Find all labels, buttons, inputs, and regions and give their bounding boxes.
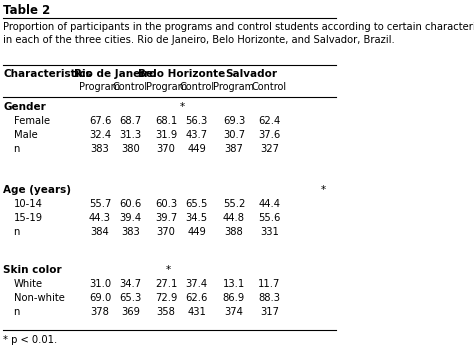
Text: 15-19: 15-19 bbox=[14, 213, 43, 223]
Text: 56.3: 56.3 bbox=[185, 116, 208, 126]
Text: Skin color: Skin color bbox=[3, 265, 62, 275]
Text: 62.6: 62.6 bbox=[185, 293, 208, 303]
Text: 34.7: 34.7 bbox=[119, 279, 142, 289]
Text: 31.3: 31.3 bbox=[119, 130, 142, 140]
Text: Control: Control bbox=[252, 82, 287, 92]
Text: 44.8: 44.8 bbox=[223, 213, 245, 223]
Text: Control: Control bbox=[113, 82, 148, 92]
Text: 449: 449 bbox=[187, 144, 206, 154]
Text: 384: 384 bbox=[91, 227, 109, 237]
Text: Control: Control bbox=[179, 82, 214, 92]
Text: 331: 331 bbox=[260, 227, 279, 237]
Text: 11.7: 11.7 bbox=[258, 279, 281, 289]
Text: 378: 378 bbox=[91, 307, 109, 317]
Text: 68.7: 68.7 bbox=[119, 116, 142, 126]
Text: 37.6: 37.6 bbox=[258, 130, 281, 140]
Text: Rio de Janeiro: Rio de Janeiro bbox=[74, 69, 156, 79]
Text: 88.3: 88.3 bbox=[258, 293, 281, 303]
Text: n: n bbox=[14, 227, 20, 237]
Text: 55.7: 55.7 bbox=[89, 199, 111, 209]
Text: 449: 449 bbox=[187, 227, 206, 237]
Text: Gender: Gender bbox=[3, 102, 46, 112]
Text: * p < 0.01.: * p < 0.01. bbox=[3, 335, 58, 345]
Text: 387: 387 bbox=[225, 144, 243, 154]
Text: 68.1: 68.1 bbox=[155, 116, 177, 126]
Text: 383: 383 bbox=[121, 227, 140, 237]
Text: 370: 370 bbox=[157, 144, 175, 154]
Text: 30.7: 30.7 bbox=[223, 130, 245, 140]
Text: 374: 374 bbox=[225, 307, 243, 317]
Text: 31.0: 31.0 bbox=[89, 279, 111, 289]
Text: 39.7: 39.7 bbox=[155, 213, 177, 223]
Text: Table 2: Table 2 bbox=[3, 4, 51, 17]
Text: Program: Program bbox=[213, 82, 255, 92]
Text: 44.3: 44.3 bbox=[89, 213, 111, 223]
Text: Belo Horizonte: Belo Horizonte bbox=[138, 69, 225, 79]
Text: 55.2: 55.2 bbox=[223, 199, 245, 209]
Text: Age (years): Age (years) bbox=[3, 185, 72, 195]
Text: 39.4: 39.4 bbox=[119, 213, 142, 223]
Text: 60.3: 60.3 bbox=[155, 199, 177, 209]
Text: 34.5: 34.5 bbox=[186, 213, 208, 223]
Text: 431: 431 bbox=[187, 307, 206, 317]
Text: 317: 317 bbox=[260, 307, 279, 317]
Text: Salvador: Salvador bbox=[226, 69, 278, 79]
Text: Male: Male bbox=[14, 130, 37, 140]
Text: 86.9: 86.9 bbox=[223, 293, 245, 303]
Text: 32.4: 32.4 bbox=[89, 130, 111, 140]
Text: 370: 370 bbox=[157, 227, 175, 237]
Text: 327: 327 bbox=[260, 144, 279, 154]
Text: Characteristics: Characteristics bbox=[3, 69, 92, 79]
Text: White: White bbox=[14, 279, 43, 289]
Text: 65.5: 65.5 bbox=[185, 199, 208, 209]
Text: Non-white: Non-white bbox=[14, 293, 64, 303]
Text: 10-14: 10-14 bbox=[14, 199, 43, 209]
Text: Program: Program bbox=[146, 82, 187, 92]
Text: *: * bbox=[321, 185, 327, 195]
Text: 43.7: 43.7 bbox=[186, 130, 208, 140]
Text: *: * bbox=[180, 102, 185, 112]
Text: 388: 388 bbox=[225, 227, 243, 237]
Text: *: * bbox=[165, 265, 170, 275]
Text: 27.1: 27.1 bbox=[155, 279, 177, 289]
Text: Proportion of participants in the programs and control students according to cer: Proportion of participants in the progra… bbox=[3, 22, 474, 45]
Text: 44.4: 44.4 bbox=[258, 199, 281, 209]
Text: n: n bbox=[14, 307, 20, 317]
Text: 31.9: 31.9 bbox=[155, 130, 177, 140]
Text: 72.9: 72.9 bbox=[155, 293, 177, 303]
Text: 60.6: 60.6 bbox=[119, 199, 142, 209]
Text: 67.6: 67.6 bbox=[89, 116, 111, 126]
Text: 62.4: 62.4 bbox=[258, 116, 281, 126]
Text: 13.1: 13.1 bbox=[223, 279, 245, 289]
Text: Female: Female bbox=[14, 116, 50, 126]
Text: 383: 383 bbox=[91, 144, 109, 154]
Text: 369: 369 bbox=[121, 307, 140, 317]
Text: n: n bbox=[14, 144, 20, 154]
Text: Program: Program bbox=[80, 82, 120, 92]
Text: 69.3: 69.3 bbox=[223, 116, 245, 126]
Text: 65.3: 65.3 bbox=[119, 293, 142, 303]
Text: 69.0: 69.0 bbox=[89, 293, 111, 303]
Text: 358: 358 bbox=[157, 307, 175, 317]
Text: 55.6: 55.6 bbox=[258, 213, 281, 223]
Text: 37.4: 37.4 bbox=[186, 279, 208, 289]
Text: 380: 380 bbox=[121, 144, 140, 154]
